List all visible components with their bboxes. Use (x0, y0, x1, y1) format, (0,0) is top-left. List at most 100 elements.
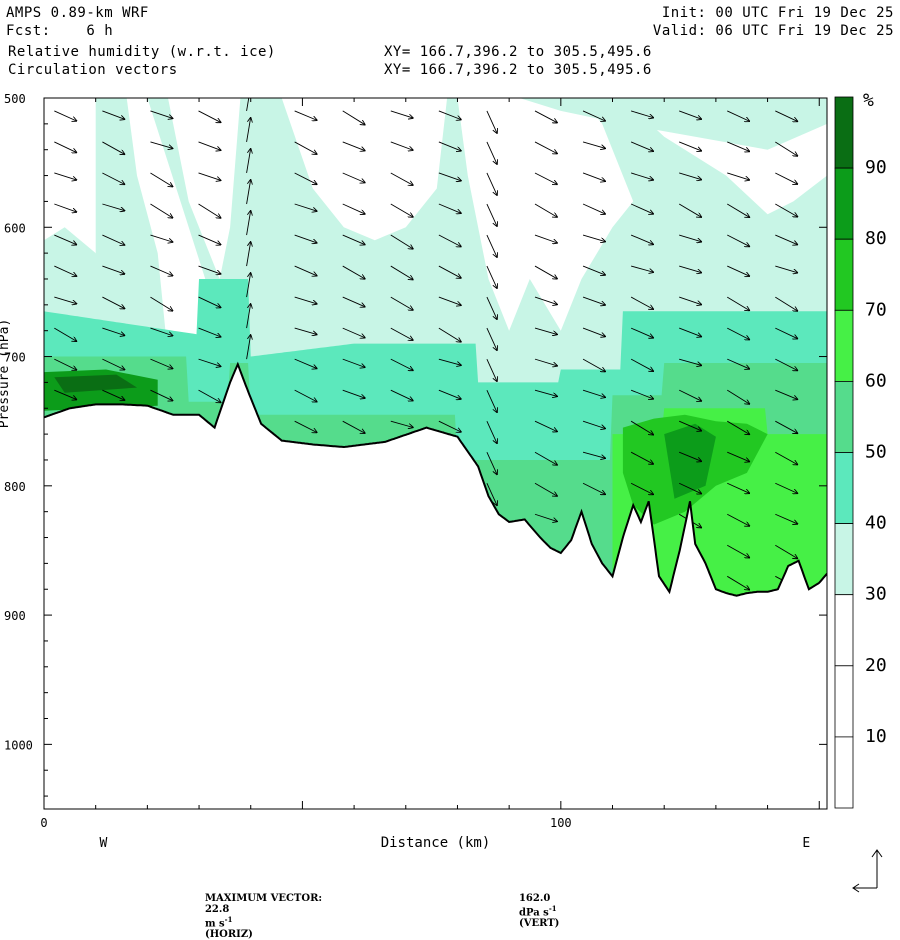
vector-arrow (727, 327, 749, 339)
max-vector-vert: 162.0 dPa s-1 (VERT) (512, 882, 559, 929)
x-tick-label: 0 (40, 816, 47, 830)
vector-arrow (54, 203, 76, 212)
colorbar-swatch (834, 523, 854, 596)
vector-arrow (775, 420, 797, 433)
vector-arrow (534, 110, 557, 123)
vector-arrow (534, 234, 557, 243)
vector-arrow (150, 389, 172, 400)
vector-arrow (775, 544, 797, 558)
vector-arrow (390, 203, 413, 217)
vector-arrow (775, 482, 797, 493)
vector-arrow (54, 234, 76, 245)
vector-arrow (102, 110, 124, 119)
vector-arrow (678, 203, 701, 217)
vector-arrow (390, 234, 413, 249)
vector-arrow (246, 149, 251, 174)
vector-arrow (727, 513, 749, 526)
vector-arrow (438, 389, 461, 399)
vector-arrow (775, 265, 797, 273)
vector-arrow (679, 451, 701, 461)
vector-arrow (582, 141, 605, 148)
max-vector-vert-exp: -1 (548, 904, 557, 913)
vector-arrow (486, 358, 497, 381)
colorbar-label: 30 (865, 584, 887, 605)
vector-arrow (630, 327, 653, 338)
vector-arrow (294, 141, 317, 154)
max-vector-vert-unit: dPa s (518, 907, 549, 919)
colorbar-label: 90 (865, 157, 887, 178)
vector-arrow (582, 203, 605, 214)
vector-arrow (727, 141, 749, 151)
vector-arrow (294, 327, 317, 334)
init-time: Init: 00 UTC Fri 19 Dec 25 (661, 5, 894, 21)
vector-arrow (438, 358, 461, 365)
max-vector-vert-tag: (VERT) (518, 918, 560, 930)
y-tick-label: 800 (4, 480, 26, 494)
vector-arrow (534, 141, 557, 154)
vector-arrow (679, 358, 701, 365)
vector-arrow (54, 296, 76, 304)
field-name-vectors: Circulation vectors (8, 62, 178, 78)
y-axis-label: Pressure (hPa) (0, 319, 12, 429)
x-tick-label: 100 (550, 816, 572, 830)
vector-arrow (727, 203, 749, 217)
vector-arrow (775, 358, 797, 370)
vector-arrow (534, 389, 557, 396)
plot-frame (43, 97, 828, 810)
vector-arrow (534, 296, 557, 304)
vector-arrow (54, 389, 76, 399)
vector-arrow (342, 141, 365, 151)
vector-arrow (679, 265, 701, 273)
rh-streak-west (95, 98, 168, 357)
vector-arrow (294, 172, 317, 184)
vector-arrow (727, 110, 749, 121)
vector-arrow (150, 141, 172, 148)
vector-arrow (390, 389, 413, 400)
vector-arrow (534, 327, 557, 334)
vector-arrow (198, 389, 221, 402)
vector-arrow (438, 203, 461, 213)
max-vector-vert-value: 162.0 (518, 893, 551, 904)
vector-arrow (390, 420, 413, 427)
vector-arrow (486, 327, 497, 350)
vector-arrow (54, 327, 76, 341)
vector-arrow (727, 544, 749, 557)
colorbar-label: 40 (865, 513, 887, 534)
circulation-vectors (54, 98, 797, 590)
vector-arrow (727, 575, 749, 589)
terrain-line (44, 361, 827, 597)
terrain-mask (44, 364, 827, 809)
vector-arrow (727, 389, 749, 404)
vector-arrow (294, 234, 317, 243)
vector-arrow (679, 110, 701, 119)
axes: 500 600 700 800 900 1000 0 100 W E Distance (km) Pr… (0, 92, 827, 851)
vector-arrow (198, 327, 221, 337)
max-vector-horiz-value: 22.8 (204, 904, 230, 915)
vector-arrow (246, 273, 251, 298)
colorbar-swatch (834, 167, 854, 240)
vector-arrow (198, 110, 221, 122)
vector-arrow (102, 203, 124, 211)
max-vector-horiz-tag: (HORIZ) (204, 929, 253, 940)
vector-arrow (630, 172, 653, 180)
vector-arrow (630, 358, 653, 371)
vector-arrow (630, 234, 653, 244)
vector-arrow (727, 172, 749, 180)
vector-arrow (150, 203, 172, 218)
direction-label: W (100, 836, 108, 851)
vector-arrow (390, 172, 413, 185)
vector-arrow (582, 234, 605, 242)
vector-arrow (150, 327, 172, 336)
vector-arrow (775, 451, 797, 464)
vector-arrow (54, 141, 76, 152)
vector-arrow (198, 358, 221, 366)
xy-range-2: XY= 166.7,396.2 to 305.5,495.6 (384, 62, 652, 78)
vector-arrow (630, 451, 653, 464)
vector-arrow (630, 110, 653, 118)
vector-arrow (54, 265, 76, 276)
vector-arrow (150, 265, 172, 276)
vector-arrow (198, 234, 221, 245)
vector-arrow (198, 203, 221, 218)
vector-arrow (342, 358, 365, 367)
vector-arrow (102, 358, 124, 369)
